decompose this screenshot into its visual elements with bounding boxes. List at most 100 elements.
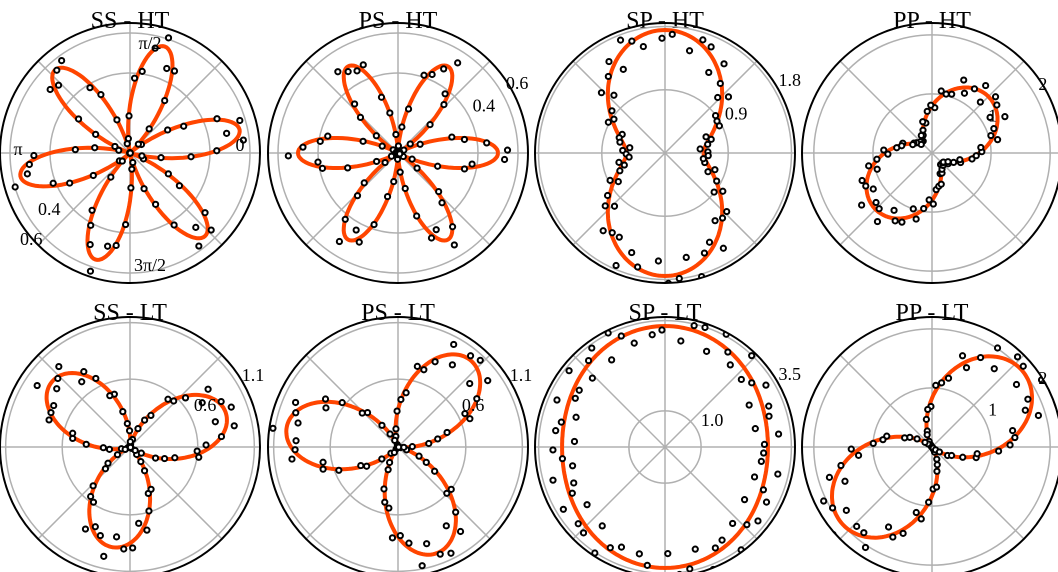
data-point (135, 519, 143, 527)
data-point (748, 352, 756, 360)
data-point (58, 57, 66, 65)
polar-frame (267, 316, 529, 572)
data-point (425, 439, 433, 448)
data-point (378, 421, 386, 429)
data-point (207, 226, 215, 234)
data-point (572, 413, 580, 421)
data-point (164, 126, 172, 134)
data-point (53, 66, 61, 74)
data-point (913, 435, 921, 443)
data-point (724, 348, 732, 356)
data-point (982, 81, 990, 90)
data-point (597, 89, 606, 97)
data-point (977, 143, 985, 152)
data-point (500, 155, 509, 164)
data-point (872, 198, 880, 207)
data-point (386, 430, 394, 438)
data-point (137, 449, 145, 457)
data-point (583, 501, 591, 509)
data-point (92, 130, 100, 138)
data-point (54, 374, 62, 383)
data-point (919, 118, 927, 126)
data-point (344, 164, 352, 172)
plot-area (802, 317, 1058, 572)
data-point (171, 454, 179, 462)
data-point (353, 67, 361, 75)
data-point (204, 385, 212, 393)
data-point (599, 227, 607, 235)
data-point (413, 212, 421, 220)
data-point (386, 109, 394, 117)
data-point (322, 404, 330, 412)
angle-label: π/2 (138, 33, 161, 53)
data-point (704, 152, 712, 160)
data-point (125, 112, 133, 120)
plot-area (0, 317, 260, 572)
data-point (571, 394, 579, 402)
data-point (405, 539, 413, 547)
data-point (452, 508, 460, 516)
polar-panel: PS - LT0.61.1 (267, 300, 532, 572)
data-point (754, 517, 762, 525)
data-point (466, 379, 474, 388)
data-point (447, 549, 455, 557)
fit-curve (18, 44, 242, 262)
data-point (932, 483, 941, 491)
data-point (396, 168, 404, 176)
data-point (460, 165, 469, 173)
data-point (884, 523, 893, 531)
data-point (384, 466, 392, 474)
data-point (269, 424, 277, 432)
data-point (937, 379, 946, 387)
data-point (157, 154, 165, 162)
data-point (397, 395, 405, 404)
data-point (423, 540, 431, 548)
data-point (105, 445, 114, 453)
data-point (390, 177, 398, 186)
plot-area (535, 23, 795, 283)
ring-label: 0.4 (38, 199, 61, 219)
data-point (920, 205, 928, 213)
data-point (880, 146, 888, 154)
data-point (211, 418, 219, 426)
data-point (610, 91, 618, 99)
plot-area (0, 23, 260, 283)
data-point (443, 428, 451, 437)
grid-ring (329, 378, 467, 516)
data-point (917, 131, 925, 140)
data-point (335, 466, 343, 474)
data-point (696, 145, 704, 153)
data-point (944, 158, 952, 166)
data-point (716, 79, 724, 88)
data-point (606, 544, 614, 552)
data-point (873, 155, 881, 163)
data-point (353, 192, 362, 200)
data-point (759, 486, 768, 494)
data-point (1009, 426, 1017, 435)
grid-spoke (839, 60, 1025, 246)
data-point (404, 105, 413, 113)
data-point (743, 521, 751, 529)
data-point (181, 394, 190, 402)
data-point (427, 234, 436, 242)
data-point (760, 449, 768, 457)
data-point (434, 162, 442, 170)
data-point (334, 68, 342, 76)
data-point (549, 476, 557, 484)
ring-label: 0.9 (725, 103, 748, 123)
data-point (757, 457, 765, 465)
data-point (675, 274, 683, 283)
data-point (1034, 411, 1043, 420)
data-point (363, 462, 371, 470)
data-point (401, 184, 409, 193)
data-point (690, 322, 698, 330)
data-point (842, 506, 850, 514)
data-point (960, 76, 968, 84)
data-point (49, 179, 57, 187)
data-point (406, 140, 414, 148)
data-point (78, 378, 86, 386)
data-point (383, 192, 392, 201)
data-point (147, 411, 155, 420)
data-point (394, 142, 403, 150)
data-point (603, 191, 612, 200)
